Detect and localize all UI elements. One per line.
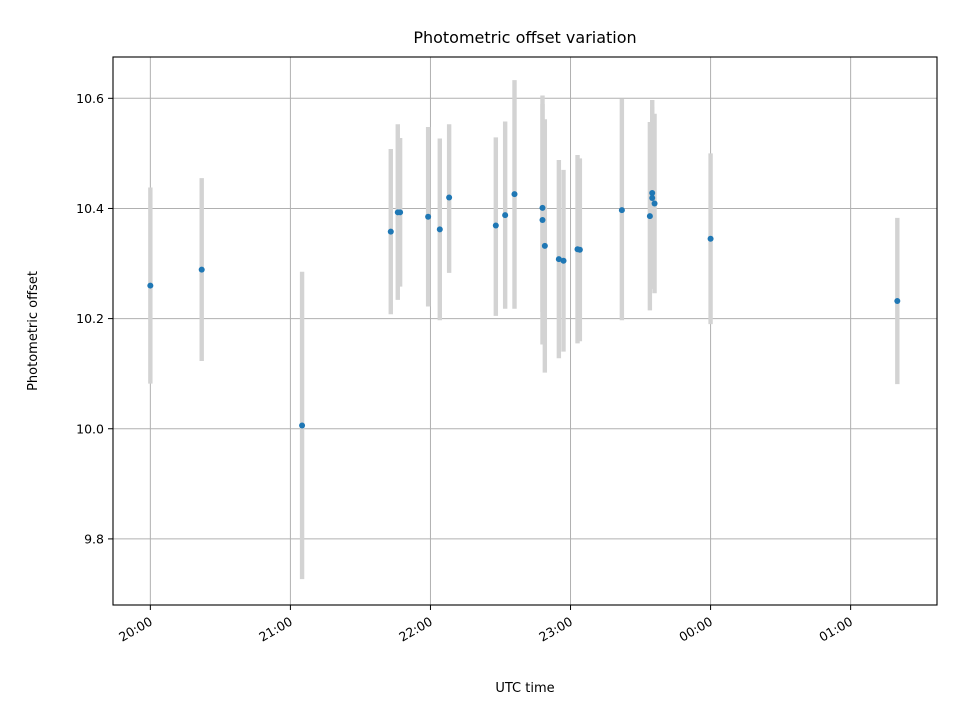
y-tick-label: 9.8 — [84, 531, 104, 546]
grid — [113, 57, 937, 605]
data-point — [436, 226, 443, 233]
data-point — [425, 213, 432, 220]
data-point — [646, 213, 653, 220]
x-tick-label: 21:00 — [256, 614, 295, 645]
x-tick-label: 01:00 — [816, 614, 855, 645]
data-point — [446, 194, 453, 201]
data-point — [502, 212, 509, 219]
x-tick-label: 22:00 — [396, 614, 435, 645]
chart-title: Photometric offset variation — [413, 28, 636, 47]
x-tick-label: 00:00 — [676, 614, 715, 645]
data-point — [539, 204, 546, 211]
data-point — [560, 257, 567, 264]
data-point — [894, 297, 901, 304]
data-point — [541, 242, 548, 249]
data-point — [511, 191, 518, 198]
data-point — [649, 194, 656, 201]
data-point — [576, 246, 583, 253]
plot-frame — [112, 56, 938, 606]
y-axis-label: Photometric offset — [26, 271, 41, 391]
error-bars — [148, 80, 900, 580]
data-point — [299, 422, 306, 429]
data-point — [707, 235, 714, 242]
data-point — [147, 282, 154, 289]
data-point — [651, 200, 658, 207]
data-points — [147, 190, 901, 429]
y-tick-label: 10.6 — [76, 91, 104, 106]
data-point — [649, 190, 656, 197]
data-point — [555, 256, 562, 263]
data-point — [618, 207, 625, 214]
x-tick-label: 20:00 — [116, 614, 155, 645]
data-point — [198, 266, 205, 273]
x-axis-label: UTC time — [495, 681, 554, 696]
data-point — [387, 228, 394, 235]
data-point — [492, 222, 499, 229]
axis-ticks: 20:00 21:00 22:00 23:00 00:00 01:00 9.8 10.0 10.… — [76, 91, 855, 645]
x-tick-label: 23:00 — [536, 614, 575, 645]
y-tick-label: 10.4 — [76, 201, 104, 216]
y-tick-label: 10.2 — [76, 311, 104, 326]
data-point — [397, 209, 404, 216]
data-point — [539, 217, 546, 224]
y-tick-label: 10.0 — [76, 421, 104, 436]
